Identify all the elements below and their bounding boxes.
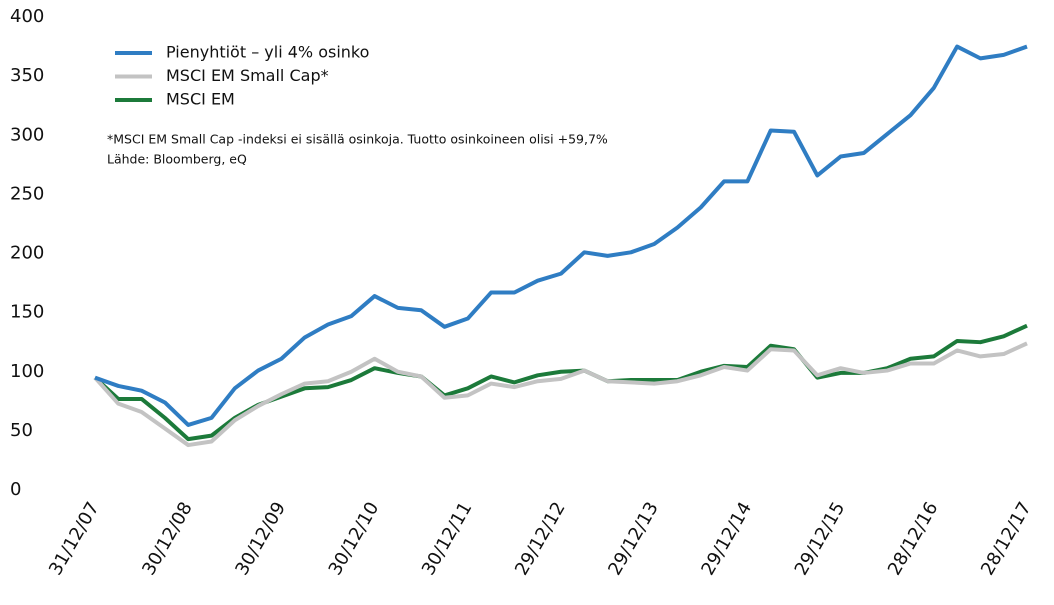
y-tick-label: 200 [10, 243, 44, 264]
x-tick-label: 30/12/08 [138, 499, 197, 580]
note: Lähde: Bloomberg, eQ [107, 152, 247, 167]
x-tick-label: 29/12/13 [604, 499, 663, 580]
x-tick-label: 29/12/15 [791, 499, 850, 580]
x-tick-label: 31/12/07 [45, 499, 104, 580]
y-tick-label: 50 [10, 420, 33, 441]
y-tick-label: 150 [10, 302, 44, 323]
y-tick-label: 350 [10, 65, 44, 86]
y-tick-label: 0 [10, 479, 21, 500]
x-tick-label: 29/12/14 [697, 499, 756, 580]
y-tick-label: 250 [10, 183, 44, 204]
x-tick-label: 28/12/16 [884, 499, 943, 580]
x-tick-label: 30/12/10 [325, 499, 384, 580]
line-series [94, 44, 1028, 427]
y-tick-label: 300 [10, 124, 44, 145]
note: *MSCI EM Small Cap -indeksi ei sisällä o… [107, 132, 608, 147]
y-tick-label: 100 [10, 361, 44, 382]
legend-label: Pienyhtiöt – yli 4% osinko [166, 43, 369, 62]
y-tick-label: 400 [10, 6, 44, 27]
line-series [93, 341, 1028, 448]
x-tick-label: 28/12/17 [977, 499, 1036, 580]
x-tick-label: 30/12/09 [231, 499, 290, 580]
x-tick-label: 29/12/12 [511, 499, 570, 580]
legend-label: MSCI EM Small Cap* [166, 66, 329, 85]
legend-label: MSCI EM [166, 90, 235, 109]
x-tick-label: 30/12/11 [418, 499, 477, 580]
